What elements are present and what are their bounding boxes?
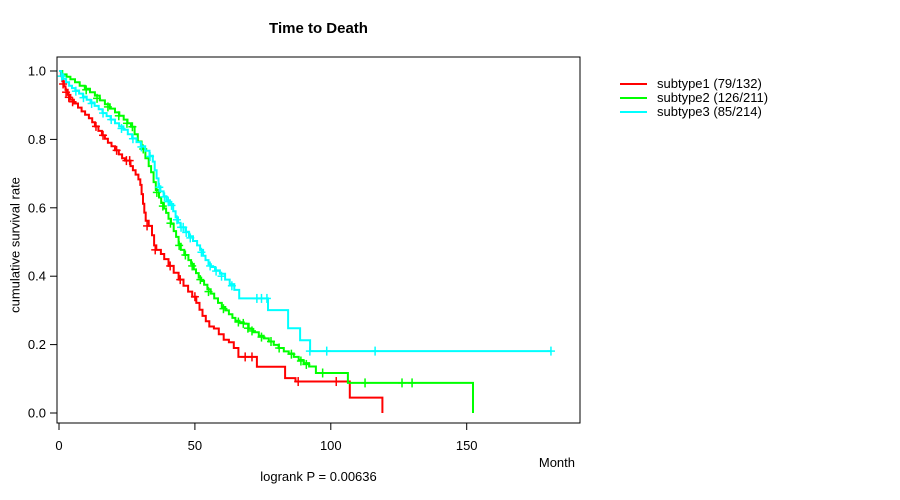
x-tick-label: 50	[188, 438, 202, 453]
y-tick-label: 0.8	[28, 132, 46, 147]
x-tick-label: 100	[320, 438, 342, 453]
km-curve-subtype1	[59, 70, 384, 413]
legend-label: subtype3 (85/214)	[657, 104, 762, 119]
legend-line-swatch	[620, 83, 647, 85]
legend: subtype1 (79/132) subtype2 (126/211) subty…	[620, 77, 768, 119]
logrank-annotation: logrank P = 0.00636	[260, 469, 377, 484]
y-tick-label: 0.4	[28, 269, 46, 284]
plot-box	[56, 56, 581, 424]
chart-title: Time to Death	[269, 20, 368, 37]
y-axis-label: cumulative survival rate	[7, 177, 23, 313]
legend-label: subtype2 (126/211)	[657, 90, 769, 105]
legend-line-swatch	[620, 111, 647, 113]
y-tick-label: 0.2	[28, 337, 46, 352]
legend-item-subtype3: subtype3 (85/214)	[620, 105, 768, 119]
x-axis-label: Month	[538, 455, 575, 470]
km-curve-subtype2	[59, 70, 474, 413]
y-tick-label: 1.0	[28, 64, 46, 79]
km-curve-subtype3	[59, 70, 551, 353]
y-tick-label: 0.6	[28, 200, 46, 215]
legend-line-swatch	[620, 97, 647, 99]
x-tick-label: 150	[456, 438, 478, 453]
legend-item-subtype2: subtype2 (126/211)	[620, 91, 768, 105]
x-tick-label: 0	[55, 438, 62, 453]
legend-label: subtype1 (79/132)	[657, 76, 762, 91]
legend-item-subtype1: subtype1 (79/132)	[620, 77, 768, 91]
y-tick-label: 0.0	[28, 406, 46, 421]
